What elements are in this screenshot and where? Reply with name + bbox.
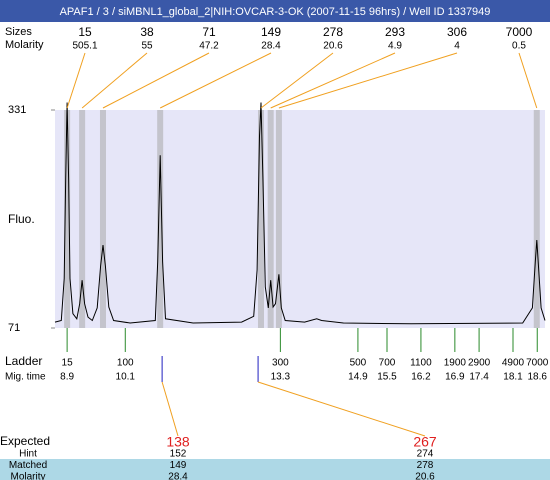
ladder-size: 500	[350, 358, 367, 369]
peak-size: 293	[385, 25, 405, 39]
mig-time-label: Mig. time	[5, 372, 46, 383]
peak-connector	[102, 52, 210, 109]
peak-molarity: 28.4	[261, 41, 281, 52]
peak-connector	[278, 52, 458, 109]
row-label: Sizes	[5, 26, 32, 38]
y-tick-label: 71	[8, 322, 20, 334]
expected-connector	[161, 381, 179, 437]
fluorescence-trace	[54, 102, 546, 325]
peak-band	[533, 110, 540, 328]
ladder-size: 2900	[468, 358, 491, 369]
ladder-time: 8.9	[60, 372, 74, 383]
hint-size: 152	[170, 449, 187, 460]
peak-size: 278	[323, 25, 343, 39]
ladder-time: 18.1	[503, 372, 523, 383]
peak-connector	[260, 52, 334, 109]
ladder-time: 10.1	[116, 372, 136, 383]
peak-molarity: 0.5	[512, 41, 526, 52]
peak-size: 149	[261, 25, 281, 39]
matched-size: 278	[417, 460, 434, 471]
peak-connector	[270, 52, 396, 109]
row-label: Molarity	[5, 39, 44, 51]
ladder-time: 16.2	[411, 372, 431, 383]
peak-size: 306	[447, 25, 467, 39]
peak-band	[64, 110, 71, 328]
peak-size: 15	[78, 25, 92, 39]
peak-size: 71	[202, 25, 216, 39]
matched-size: 149	[170, 460, 187, 471]
peak-molarity: 4.9	[388, 41, 402, 52]
row-label: Hint	[19, 449, 37, 460]
matched-band	[55, 459, 550, 480]
peak-molarity: 4	[454, 41, 460, 52]
ladder-size: 1100	[410, 358, 432, 369]
expected-label: Expected	[0, 434, 50, 448]
ladder-label: Ladder	[5, 354, 42, 368]
peak-connector	[159, 52, 272, 109]
peak-band	[267, 110, 274, 328]
peak-band	[99, 110, 106, 328]
peak-connector	[81, 52, 148, 109]
ladder-size: 4900	[502, 358, 525, 369]
row-label: Matched	[9, 460, 47, 471]
ladder-size: 15	[62, 358, 74, 369]
peak-band	[275, 110, 282, 328]
peak-size: 38	[140, 25, 154, 39]
ladder-time: 17.4	[469, 372, 489, 383]
ladder-size: 700	[379, 358, 396, 369]
peak-size: 7000	[506, 25, 533, 39]
ladder-time: 15.5	[377, 372, 397, 383]
peak-band	[157, 110, 164, 328]
ladder-size: 7000	[526, 358, 549, 369]
ladder-time: 14.9	[348, 372, 368, 383]
ladder-size: 100	[117, 358, 134, 369]
hint-size: 274	[417, 449, 434, 460]
peak-band	[257, 110, 264, 328]
matched-band-label	[0, 459, 55, 480]
expected-size: 267	[413, 434, 437, 450]
matched-molarity: 20.6	[415, 472, 435, 480]
peak-molarity: 47.2	[199, 41, 219, 52]
peak-connector	[66, 52, 86, 109]
y-tick-label: 331	[8, 104, 26, 116]
peak-band	[79, 110, 86, 328]
ladder-size: 1900	[444, 358, 467, 369]
expected-size: 138	[166, 434, 190, 450]
window-title: APAF1 / 3 / siMBNL1_global_2|NIH:OVCAR-3…	[60, 6, 491, 18]
peak-connector	[518, 52, 538, 109]
expected-connector	[257, 381, 426, 437]
peak-molarity: 20.6	[323, 41, 343, 52]
ladder-size: 300	[272, 358, 289, 369]
plot-area	[55, 110, 545, 328]
ladder-time: 18.6	[528, 372, 548, 383]
ladder-time: 13.3	[271, 372, 291, 383]
title-bar	[0, 0, 550, 22]
ladder-time: 16.9	[445, 372, 465, 383]
y-axis-label: Fluo.	[8, 212, 35, 226]
matched-molarity: 28.4	[168, 472, 188, 480]
peak-molarity: 505.1	[72, 41, 97, 52]
row-label: Molarity	[10, 472, 45, 480]
peak-molarity: 55	[141, 41, 153, 52]
